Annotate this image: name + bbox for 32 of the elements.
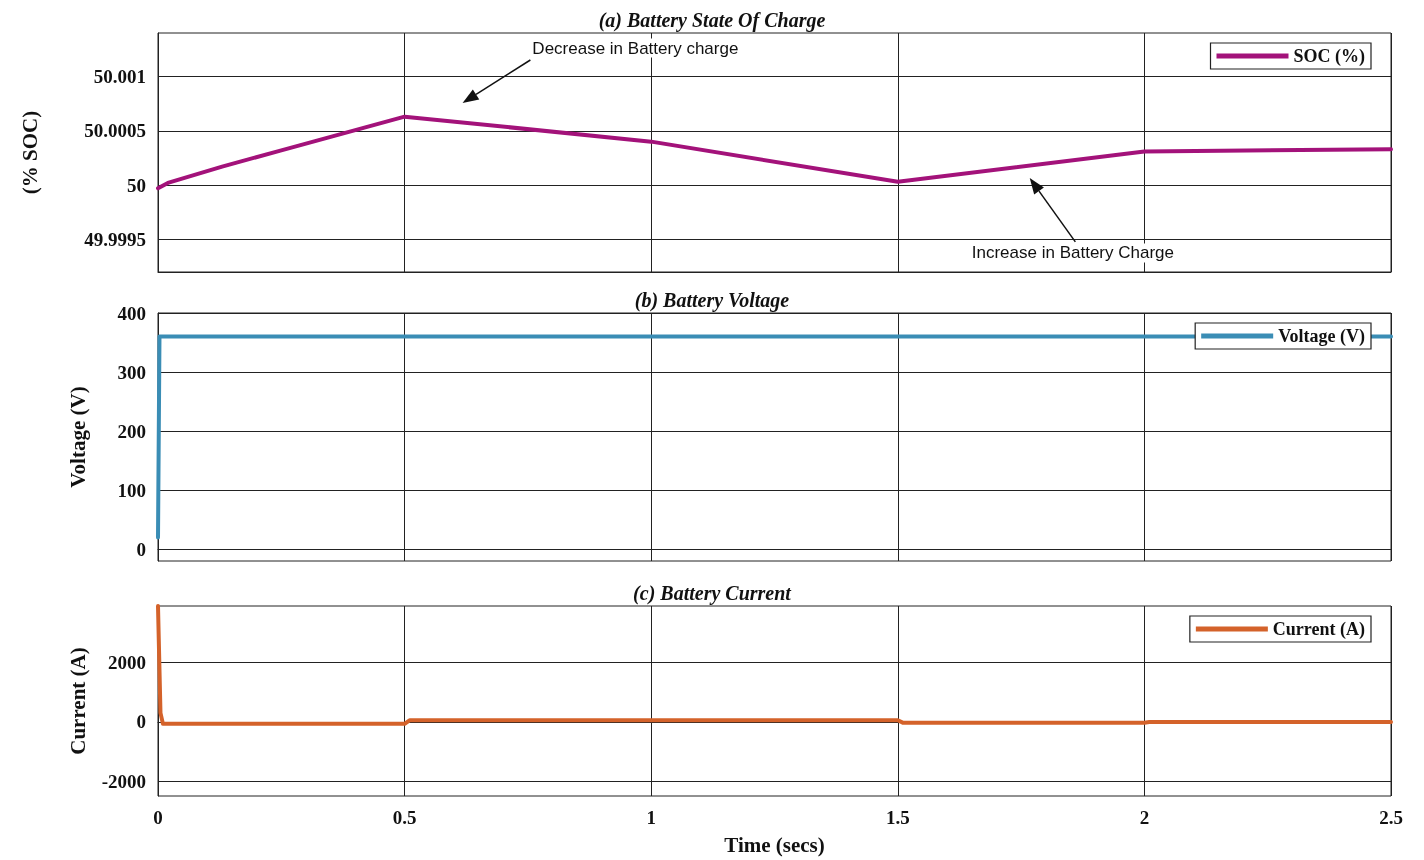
x-tick-label: 1	[646, 807, 656, 828]
y-tick-label: 0	[136, 711, 146, 733]
y-tick-label: 300	[117, 361, 146, 383]
line-series	[156, 604, 1393, 726]
y-tick-label: 50.0005	[84, 120, 146, 142]
y-tick-label: 49.9995	[84, 228, 146, 250]
chart-title: (c) Battery Current	[633, 582, 793, 605]
y-tick-label: 2000	[108, 651, 146, 673]
y-tick-label: 400	[117, 302, 146, 324]
x-tick-label: 2	[1139, 807, 1150, 828]
line-series	[156, 114, 1393, 191]
y-tick-label: -2000	[101, 770, 146, 792]
legend-label: Voltage (V)	[1278, 326, 1366, 347]
chart-title: (b) Battery Voltage	[634, 289, 790, 312]
y-tick-label: 200	[117, 420, 146, 442]
x-tick-label: 2.5	[1379, 807, 1403, 828]
legend-label: SOC (%)	[1293, 46, 1366, 67]
y-axis-title: Voltage (V)	[65, 386, 90, 488]
legend-label: Current (A)	[1272, 619, 1366, 640]
x-tick-label: 1.5	[885, 807, 910, 828]
y-axis-title: (% SOC)	[17, 110, 42, 195]
x-tick-label: 0.5	[392, 807, 417, 828]
y-tick-label: 50	[127, 174, 146, 196]
y-tick-label: 100	[117, 479, 146, 501]
x-tick-label: 0	[153, 807, 163, 828]
annotation: Decrease in Battery charge	[532, 38, 739, 58]
chart-title: (a) Battery State Of Charge	[598, 9, 826, 32]
x-axis-title: Time (secs)	[724, 832, 825, 857]
y-tick-label: 0	[136, 538, 146, 560]
y-axis-title: Current (A)	[65, 647, 90, 755]
y-tick-label: 50.001	[93, 65, 146, 87]
annotation: Increase in Battery Charge	[971, 243, 1174, 263]
